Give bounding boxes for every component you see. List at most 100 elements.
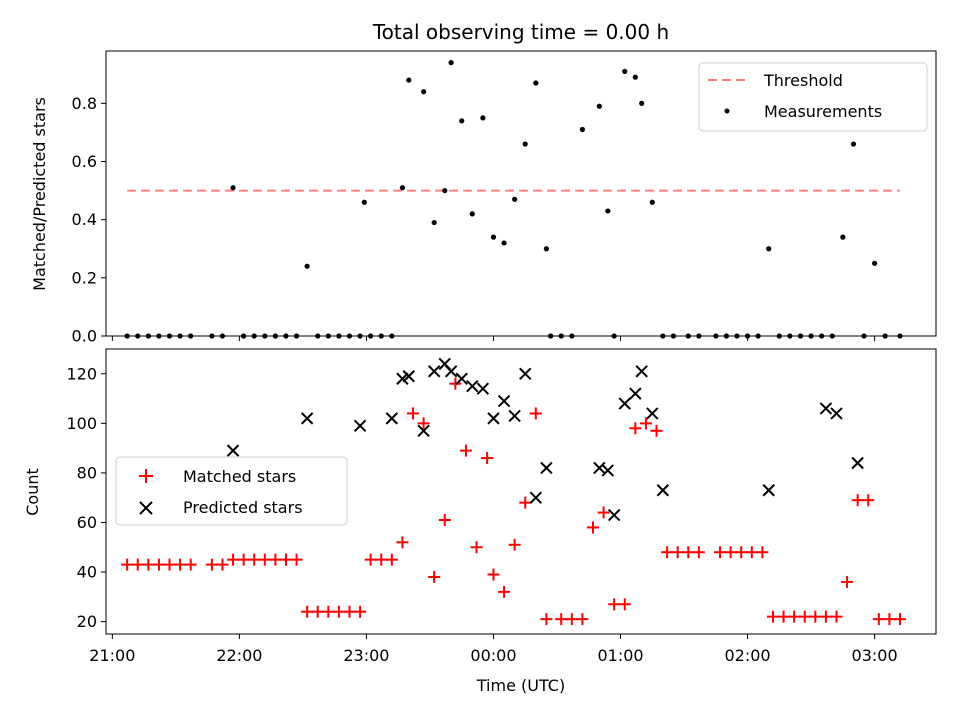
matched-star-point — [121, 558, 134, 571]
measurement-point — [649, 199, 655, 205]
predicted-star-point — [353, 419, 367, 433]
y-tick-label-bottom: 80 — [77, 463, 97, 482]
matched-star-point — [449, 377, 462, 390]
figure-title: Total observing time = 0.00 h — [372, 20, 669, 44]
predicted-star-point — [385, 412, 399, 425]
matched-star-point — [354, 605, 367, 618]
matched-star-point — [682, 546, 695, 559]
predicted-star-point — [607, 508, 621, 522]
matched-star-point — [714, 546, 727, 559]
y-tick-label-bottom: 40 — [77, 563, 97, 582]
matched-star-point — [152, 558, 165, 571]
y-tick-label-top: 0.2 — [72, 268, 97, 287]
measurement-point — [480, 115, 486, 121]
matched-star-point — [576, 613, 589, 626]
matched-star-point — [671, 546, 684, 559]
measurement-point — [469, 211, 475, 217]
measurement-point — [512, 196, 518, 202]
matched-star-point — [798, 610, 811, 623]
predicted-star-point — [476, 382, 490, 395]
matched-star-points — [121, 377, 907, 626]
matched-star-point — [629, 422, 642, 435]
legend-measurements-swatch — [724, 108, 730, 114]
measurement-point — [871, 260, 878, 266]
matched-star-point — [597, 506, 610, 519]
matched-star-point — [258, 553, 271, 566]
measurement-point — [533, 80, 539, 86]
matched-star-point — [735, 546, 748, 559]
matched-star-point — [692, 546, 705, 559]
matched-star-point — [184, 558, 197, 571]
y-tick-label-top: 0.6 — [72, 152, 97, 171]
matched-star-point — [650, 424, 663, 437]
y-tick-label-top: 0.8 — [72, 94, 97, 113]
matched-star-point — [396, 536, 409, 549]
matched-star-point — [301, 605, 314, 618]
x-tick-label: 21:00 — [89, 646, 135, 665]
y-tick-label-bottom: 60 — [77, 513, 97, 532]
measurement-point — [490, 234, 497, 240]
predicted-star-point — [819, 402, 833, 415]
legend-predicted-swatch — [139, 501, 153, 515]
matched-star-point — [459, 444, 472, 457]
matched-star-point — [766, 610, 779, 623]
predicted-star-point — [762, 484, 775, 497]
measurement-point — [421, 89, 427, 95]
matched-star-point — [216, 558, 229, 571]
measurement-point — [850, 141, 857, 147]
matched-star-point — [841, 575, 854, 588]
matched-star-point — [279, 553, 292, 566]
y-tick-label-bottom: 20 — [77, 612, 97, 631]
measurement-point — [632, 74, 638, 80]
x-ticks-bottom: 21:00 22:00 23:00 00:00 01:00 02:00 03:00 — [89, 634, 898, 665]
axes-frame-bottom — [105, 348, 937, 635]
predicted-star-point — [646, 407, 659, 420]
predicted-star-point — [508, 409, 521, 423]
measurement-point — [605, 208, 611, 214]
matched-star-point — [883, 613, 896, 626]
predicted-star-point — [417, 424, 430, 437]
predicted-star-point — [830, 407, 843, 420]
measurement-point — [579, 126, 586, 133]
predicted-star-point — [519, 367, 532, 380]
predicted-star-point — [851, 456, 864, 470]
legend-threshold-label: Threshold — [763, 71, 843, 90]
matched-star-point — [174, 558, 187, 571]
predicted-star-point — [226, 444, 240, 457]
predicted-star-point — [540, 461, 553, 475]
matched-star-point — [608, 598, 621, 611]
y-axis-label-bottom: Count — [23, 468, 42, 516]
measurement-point — [766, 246, 772, 252]
measurement-point — [622, 68, 628, 74]
matched-star-point — [375, 553, 388, 566]
legend-box-top — [698, 62, 928, 132]
predicted-star-point — [487, 412, 500, 425]
y-axis-label-top: Matched/Predicted stars — [30, 97, 49, 291]
matched-star-point — [756, 546, 769, 559]
matched-star-point — [862, 494, 875, 507]
predicted-star-point — [529, 491, 543, 504]
predicted-star-point — [629, 387, 642, 400]
y-tick-label-bottom: 100 — [66, 414, 97, 433]
legend-top: Threshold Measurements — [698, 62, 928, 132]
matched-star-point — [385, 553, 398, 566]
axes-frame-top — [105, 50, 937, 337]
matched-star-point — [487, 568, 500, 581]
x-tick-label: 22:00 — [216, 646, 262, 665]
predicted-star-point — [635, 365, 648, 378]
matched-star-point — [809, 610, 822, 623]
predicted-star-point — [300, 412, 314, 425]
matched-star-point — [417, 417, 430, 430]
x-tick-label: 23:00 — [343, 646, 389, 665]
y-tick-label-bottom: 120 — [66, 364, 97, 383]
matched-star-point — [290, 553, 303, 566]
matched-star-point — [205, 558, 218, 571]
matched-star-point — [364, 553, 377, 566]
measurement-point — [230, 185, 236, 191]
legend-matched-swatch — [139, 469, 153, 483]
measurement-point — [501, 240, 507, 246]
matched-star-point — [777, 610, 790, 623]
measurement-point — [840, 234, 846, 240]
matched-star-point — [618, 598, 631, 611]
